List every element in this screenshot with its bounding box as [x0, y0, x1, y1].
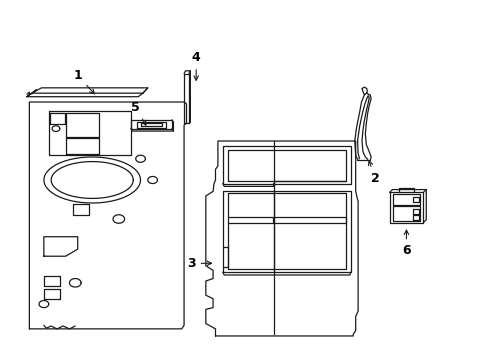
Text: 2: 2	[367, 161, 379, 185]
Text: 6: 6	[401, 230, 410, 257]
Text: 3: 3	[186, 257, 211, 270]
Text: 4: 4	[191, 51, 200, 80]
Text: 1: 1	[73, 69, 94, 94]
Text: 5: 5	[131, 101, 145, 125]
